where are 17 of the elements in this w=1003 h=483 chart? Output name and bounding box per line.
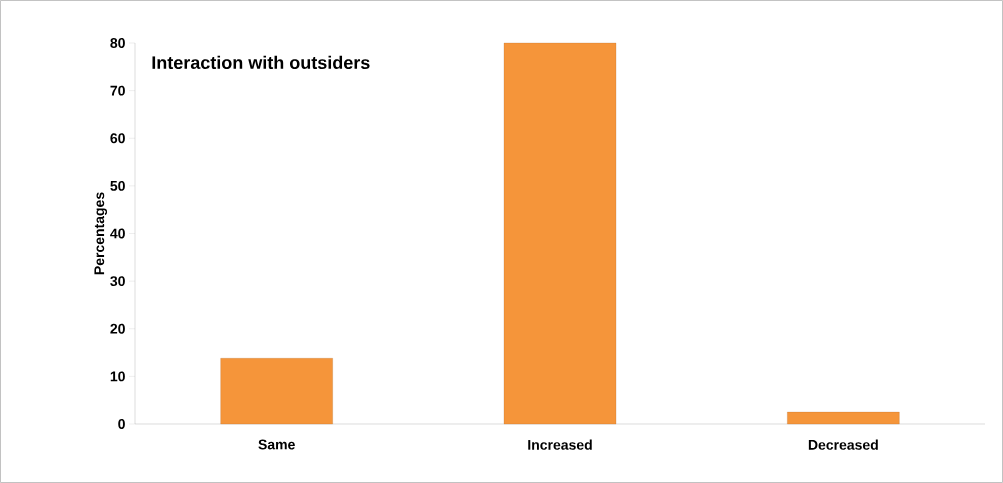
x-tick-label: Same <box>258 439 295 450</box>
y-tick-label: 10 <box>110 371 125 382</box>
y-tick-label: 60 <box>110 133 125 144</box>
y-tick-label: 0 <box>118 419 125 429</box>
x-tick-label: Increased <box>528 439 592 450</box>
bar <box>220 358 333 425</box>
y-tick-label: 50 <box>110 180 125 191</box>
y-tick-label: 40 <box>110 228 125 239</box>
y-tick-label: 20 <box>110 323 125 334</box>
text: Interaction with outsiders <box>152 55 370 69</box>
x-tick-label: Decreased <box>808 439 878 450</box>
y-axis-title: Percentages <box>94 192 108 275</box>
y-tick-label: 80 <box>110 38 125 48</box>
y-tick-label: 30 <box>110 276 125 287</box>
y-tick-label: 70 <box>110 85 125 96</box>
bar <box>503 42 617 425</box>
bar <box>787 411 900 425</box>
